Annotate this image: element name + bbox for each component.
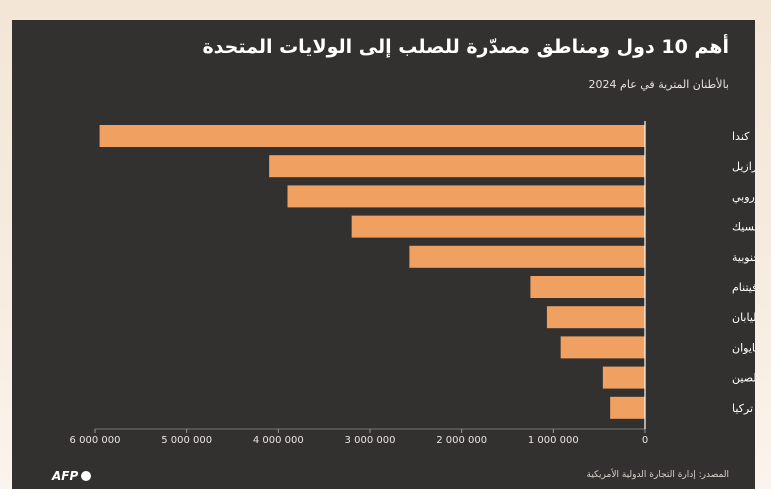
bar-0 [99, 125, 646, 147]
chart-title: أهم 10 دول ومناطق مصدّرة للصلب إلى الولا… [202, 36, 729, 58]
bar-6 [546, 306, 645, 329]
category-label-7: تايوان [732, 341, 755, 354]
bar-3 [351, 215, 645, 238]
chart-card: أهم 10 دول ومناطق مصدّرة للصلب إلى الولا… [12, 20, 755, 489]
bar-5 [530, 276, 645, 298]
x-tick-label-2: 4 000 000 [253, 435, 304, 446]
source-note: المصدر: إدارة التجارة الدولية الأمريكية [586, 470, 729, 480]
bar-chart: كندا البرازيل الاتحاد الأوروبي المكسيك كوريا… [70, 121, 755, 446]
category-label-1: البرازيل [732, 160, 755, 173]
bar-2 [287, 185, 645, 208]
category-label-2: الاتحاد الأوروبي [732, 189, 755, 203]
category-label-8: الصين [732, 372, 755, 385]
category-label-0: كندا [732, 130, 750, 143]
x-tick-label-4: 2 000 000 [436, 435, 487, 446]
bar-1 [269, 155, 645, 178]
category-label-4: كوريا الجنوبية [732, 251, 755, 264]
x-tick-label-3: 3 000 000 [345, 435, 396, 446]
afp-logo: AFP [52, 469, 92, 483]
category-label-3: المكسيك [732, 221, 755, 234]
bar-7 [560, 336, 645, 359]
logo-text: AFP [52, 469, 79, 483]
logo-dot-icon [81, 471, 92, 481]
category-label-9: تركيا [732, 402, 753, 415]
x-tick-label-5: 1 000 000 [528, 435, 579, 446]
x-tick-label-6: 0 [642, 435, 648, 446]
bar-8 [602, 366, 645, 389]
bar-9 [610, 396, 645, 419]
x-tick-label-0: 6 000 000 [70, 435, 121, 446]
bar-4 [409, 245, 645, 268]
chart-subtitle: بالأطنان المترية في عام 2024 [588, 78, 729, 91]
category-label-6: اليابان [732, 311, 755, 324]
category-label-5: فيتنام [732, 281, 755, 294]
x-tick-label-1: 5 000 000 [161, 435, 212, 446]
